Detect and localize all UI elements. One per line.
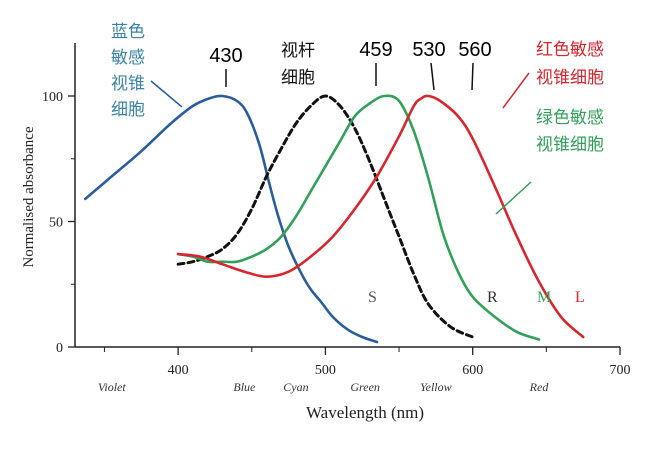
l-cone-leader bbox=[502, 72, 530, 109]
s-cone-label-line2: 敏感 bbox=[111, 48, 145, 67]
y-tick-label: 50 bbox=[49, 216, 63, 231]
color-band-label: Cyan bbox=[283, 380, 308, 394]
curve-letter-l: L bbox=[575, 289, 585, 306]
m-cone-leader bbox=[495, 181, 532, 215]
rod-label: 视杆 细胞 bbox=[281, 41, 315, 87]
peak-label-459: 459 bbox=[359, 39, 392, 61]
l-cone-label-line2: 视锥细胞 bbox=[536, 68, 604, 87]
color-band-label: Violet bbox=[98, 380, 126, 394]
curve-s bbox=[84, 94, 379, 344]
curve-letter-r: R bbox=[487, 289, 498, 306]
x-tick-label: 400 bbox=[168, 363, 189, 378]
s-cone-label-line4: 细胞 bbox=[111, 100, 145, 119]
peak-leader-530 bbox=[430, 62, 435, 91]
y-tick-label: 100 bbox=[42, 90, 63, 105]
curve-m bbox=[176, 94, 541, 341]
peak-label-560: 560 bbox=[458, 39, 491, 61]
s-cone-label-line3: 视锥 bbox=[111, 74, 145, 93]
x-tick-label: 600 bbox=[462, 363, 483, 378]
color-band-label: Red bbox=[529, 380, 550, 394]
s-cone-leader bbox=[150, 80, 183, 108]
m-cone-label: 绿色敏感 视锥细胞 bbox=[536, 108, 604, 154]
rod-label-line2: 细胞 bbox=[281, 68, 315, 87]
x-tick-label: 500 bbox=[315, 363, 336, 378]
x-axis-title: Wavelength (nm) bbox=[306, 403, 424, 422]
peak-label-530: 530 bbox=[412, 39, 445, 61]
peak-label-430: 430 bbox=[209, 45, 242, 67]
s-cone-label-line1: 蓝色 bbox=[111, 22, 145, 41]
x-tick-label: 700 bbox=[610, 363, 631, 378]
s-cone-label: 蓝色 敏感 视锥 细胞 bbox=[111, 22, 145, 119]
curve-letter-m: M bbox=[537, 289, 551, 306]
curve-letters: S R M L bbox=[368, 289, 585, 306]
y-axis-title: Normalised absorbance bbox=[21, 126, 37, 268]
l-cone-label-line1: 红色敏感 bbox=[536, 40, 604, 59]
rod-label-line1: 视杆 bbox=[281, 41, 315, 60]
m-cone-label-line1: 绿色敏感 bbox=[536, 108, 604, 127]
color-band-label: Yellow bbox=[420, 380, 452, 394]
curve-letter-s: S bbox=[368, 289, 377, 306]
l-cone-label: 红色敏感 视锥细胞 bbox=[536, 40, 604, 87]
color-band-label: Green bbox=[350, 380, 380, 394]
color-band-label: Blue bbox=[233, 380, 256, 394]
curve-l bbox=[176, 94, 585, 339]
y-tick-label: 0 bbox=[56, 341, 63, 356]
curve-r bbox=[176, 94, 475, 339]
m-cone-label-line2: 视锥细胞 bbox=[536, 135, 604, 154]
peak-leader-560 bbox=[471, 62, 474, 91]
